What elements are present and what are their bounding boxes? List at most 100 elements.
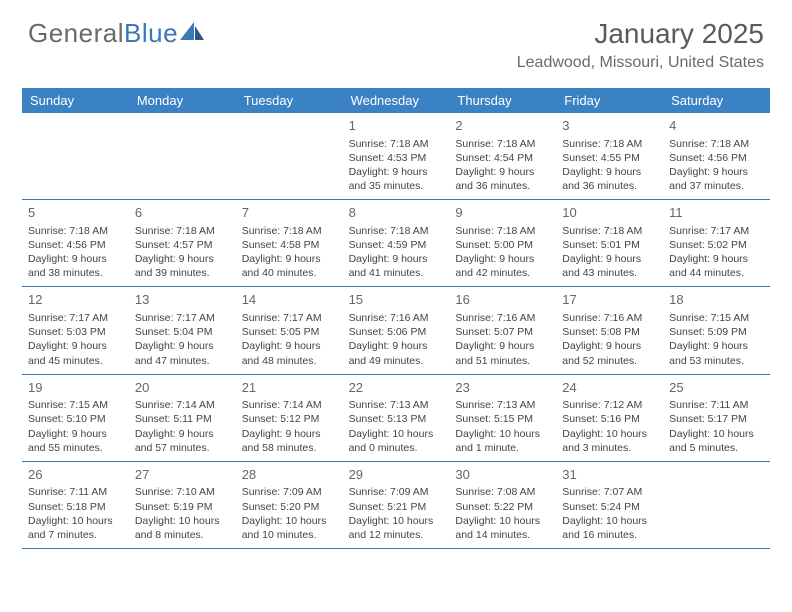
sunset-line: Sunset: 5:05 PM — [242, 325, 337, 339]
sunrise-line: Sunrise: 7:18 AM — [562, 224, 657, 238]
sunrise-line: Sunrise: 7:13 AM — [349, 398, 444, 412]
calendar-day-cell: 13 Sunrise: 7:17 AMSunset: 5:04 PMDayligh… — [129, 287, 236, 373]
weekday-header-cell: Monday — [129, 88, 236, 113]
weekday-header-cell: Friday — [556, 88, 663, 113]
daylight-line: Daylight: 10 hours and 1 minute. — [455, 427, 550, 455]
sail-icon — [180, 18, 206, 49]
calendar-day-cell: 21Sunrise: 7:14 AMSunset: 5:12 PMDayligh… — [236, 375, 343, 461]
sunset-line: Sunset: 5:19 PM — [135, 500, 230, 514]
sunrise-line: Sunrise: 7:18 AM — [242, 224, 337, 238]
sunrise-line: Sunrise: 7:08 AM — [455, 485, 550, 499]
day-number: 10 — [562, 204, 657, 222]
daylight-line: Daylight: 10 hours and 0 minutes. — [349, 427, 444, 455]
daylight-line: Daylight: 9 hours and 37 minutes. — [669, 165, 764, 193]
sunset-line: Sunset: 5:04 PM — [135, 325, 230, 339]
sunset-line: Sunset: 5:00 PM — [455, 238, 550, 252]
day-number: 11 — [669, 204, 764, 222]
calendar-week-row: 26Sunrise: 7:11 AMSunset: 5:18 PM Dayligh… — [22, 462, 770, 549]
sunrise-line: Sunrise: 7:16 AM — [455, 311, 550, 325]
logo-text-gray: General — [28, 18, 124, 49]
calendar-empty-cell — [236, 113, 343, 199]
sunrise-line: Sunrise: 7:18 AM — [349, 224, 444, 238]
sunrise-line: Sunrise: 7:18 AM — [669, 137, 764, 151]
day-number: 25 — [669, 379, 764, 397]
sunset-line: Sunset: 4:57 PM — [135, 238, 230, 252]
sunset-line: Sunset: 5:18 PM — [28, 500, 123, 514]
calendar-empty-cell — [663, 462, 770, 548]
calendar-day-cell: 30Sunrise: 7:08 AMSunset: 5:22 PMDayligh… — [449, 462, 556, 548]
daylight-line: Daylight: 9 hours and 35 minutes. — [349, 165, 444, 193]
sunset-line: Sunset: 5:20 PM — [242, 500, 337, 514]
day-number: 27 — [135, 466, 230, 484]
calendar-day-cell: 23Sunrise: 7:13 AMSunset: 5:15 PMDayligh… — [449, 375, 556, 461]
day-number: 5 — [28, 204, 123, 222]
day-number: 14 — [242, 291, 337, 309]
calendar-day-cell: 25Sunrise: 7:11 AMSunset: 5:17 PMDayligh… — [663, 375, 770, 461]
daylight-line: Daylight: 9 hours and 48 minutes. — [242, 339, 337, 367]
daylight-line: Daylight: 10 hours and 8 minutes. — [135, 514, 230, 542]
sunset-line: Sunset: 5:15 PM — [455, 412, 550, 426]
sunset-line: Sunset: 5:21 PM — [349, 500, 444, 514]
calendar-empty-cell — [129, 113, 236, 199]
sunset-line: Sunset: 4:56 PM — [669, 151, 764, 165]
calendar-day-cell: 4Sunrise: 7:18 AMSunset: 4:56 PMDaylight… — [663, 113, 770, 199]
day-number: 30 — [455, 466, 550, 484]
calendar-day-cell: 11Sunrise: 7:17 AMSunset: 5:02 PMDayligh… — [663, 200, 770, 286]
day-number: 7 — [242, 204, 337, 222]
weekday-header-cell: Sunday — [22, 88, 129, 113]
daylight-line: Daylight: 9 hours and 39 minutes. — [135, 252, 230, 280]
day-number: 12 — [28, 291, 123, 309]
day-number: 19 — [28, 379, 123, 397]
calendar-day-cell: 5Sunrise: 7:18 AMSunset: 4:56 PMDaylight… — [22, 200, 129, 286]
day-number: 31 — [562, 466, 657, 484]
sunset-line: Sunset: 5:03 PM — [28, 325, 123, 339]
day-number: 3 — [562, 117, 657, 135]
sunrise-line: Sunrise: 7:17 AM — [135, 311, 230, 325]
day-number: 15 — [349, 291, 444, 309]
daylight-line: Daylight: 10 hours and 3 minutes. — [562, 427, 657, 455]
sunrise-line: Sunrise: 7:17 AM — [242, 311, 337, 325]
sunrise-line: Sunrise: 7:11 AM — [28, 485, 123, 499]
sunrise-line: Sunrise: 7:17 AM — [28, 311, 123, 325]
day-number: 24 — [562, 379, 657, 397]
sunrise-line: Sunrise: 7:17 AM — [669, 224, 764, 238]
day-number: 1 — [349, 117, 444, 135]
calendar-week-row: 19Sunrise: 7:15 AMSunset: 5:10 PMDayligh… — [22, 375, 770, 462]
sunrise-line: Sunrise: 7:16 AM — [562, 311, 657, 325]
day-number: 17 — [562, 291, 657, 309]
calendar: SundayMondayTuesdayWednesdayThursdayFrid… — [0, 78, 792, 549]
day-number: 29 — [349, 466, 444, 484]
daylight-line: Daylight: 9 hours and 45 minutes. — [28, 339, 123, 367]
daylight-line: Daylight: 10 hours and 10 minutes. — [242, 514, 337, 542]
calendar-day-cell: 17Sunrise: 7:16 AMSunset: 5:08 PMDayligh… — [556, 287, 663, 373]
daylight-line: Daylight: 9 hours and 41 minutes. — [349, 252, 444, 280]
calendar-empty-cell — [22, 113, 129, 199]
daylight-line: Daylight: 9 hours and 47 minutes. — [135, 339, 230, 367]
day-number: 21 — [242, 379, 337, 397]
logo: GeneralBlue — [28, 18, 206, 49]
day-number: 26 — [28, 466, 123, 484]
sunrise-line: Sunrise: 7:07 AM — [562, 485, 657, 499]
day-number: 22 — [349, 379, 444, 397]
sunset-line: Sunset: 4:54 PM — [455, 151, 550, 165]
calendar-week-row: 12Sunrise: 7:17 AMSunset: 5:03 PMDayligh… — [22, 287, 770, 374]
sunset-line: Sunset: 5:08 PM — [562, 325, 657, 339]
calendar-day-cell: 2Sunrise: 7:18 AMSunset: 4:54 PMDaylight… — [449, 113, 556, 199]
sunset-line: Sunset: 5:06 PM — [349, 325, 444, 339]
sunset-line: Sunset: 5:07 PM — [455, 325, 550, 339]
calendar-day-cell: 29Sunrise: 7:09 AMSunset: 5:21 PMDayligh… — [343, 462, 450, 548]
weekday-header-row: SundayMondayTuesdayWednesdayThursdayFrid… — [22, 88, 770, 113]
calendar-day-cell: 20Sunrise: 7:14 AMSunset: 5:11 PMDayligh… — [129, 375, 236, 461]
title-block: January 2025 Leadwood, Missouri, United … — [517, 18, 764, 72]
day-number: 13 — [135, 291, 230, 309]
sunrise-line: Sunrise: 7:15 AM — [28, 398, 123, 412]
day-number: 28 — [242, 466, 337, 484]
sunset-line: Sunset: 5:13 PM — [349, 412, 444, 426]
sunrise-line: Sunrise: 7:18 AM — [28, 224, 123, 238]
sunset-line: Sunset: 5:12 PM — [242, 412, 337, 426]
calendar-day-cell: 28Sunrise: 7:09 AMSunset: 5:20 PMDayligh… — [236, 462, 343, 548]
sunset-line: Sunset: 4:56 PM — [28, 238, 123, 252]
day-number: 6 — [135, 204, 230, 222]
sunrise-line: Sunrise: 7:18 AM — [349, 137, 444, 151]
calendar-day-cell: 9Sunrise: 7:18 AMSunset: 5:00 PMDaylight… — [449, 200, 556, 286]
